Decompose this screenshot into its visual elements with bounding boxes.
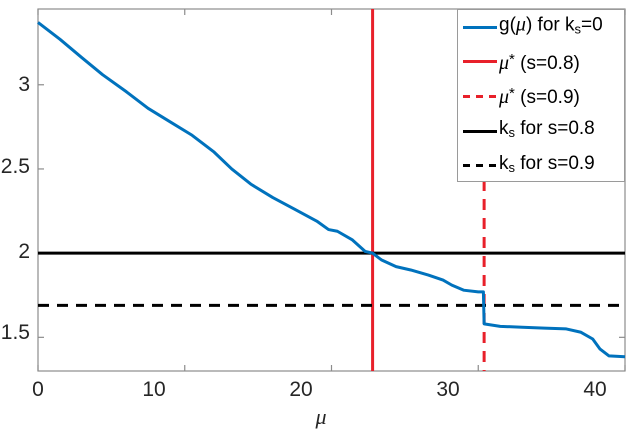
legend-entry-mu-star-09[interactable]: μ* (s=0.9) (458, 79, 626, 114)
xtick-label-10: 10 (142, 378, 166, 401)
xtick-label-30: 30 (436, 378, 460, 401)
legend-entry-ks-08[interactable]: ks for s=0.8 (458, 114, 626, 149)
legend-entry-g-mu[interactable]: g(μ) for ks=0 (458, 10, 626, 45)
ytick-label-3: 3 (18, 73, 30, 96)
xtick-label-20: 20 (289, 378, 313, 401)
xaxis-title: μ (315, 404, 327, 429)
legend-label-g-mu: g(μ) for ks=0 (499, 13, 603, 37)
xtick-label-40: 40 (583, 378, 607, 401)
legend-label-ks-08: ks for s=0.8 (499, 118, 595, 141)
legend-label-ks-09: ks for s=0.9 (499, 152, 595, 175)
ytick-label-2.5: 2.5 (0, 155, 30, 178)
data-series-g-mu (37, 21, 626, 359)
ytick-label-2: 2 (18, 240, 30, 263)
legend-label-mu-star-09: μ* (s=0.9) (499, 85, 580, 109)
ytick-label-1.5: 1.5 (0, 321, 30, 344)
legend-entry-ks-09[interactable]: ks for s=0.9 (458, 148, 626, 183)
legend-entry-mu-star-08[interactable]: μ* (s=0.8) (458, 45, 626, 80)
legend[interactable]: g(μ) for ks=0 μ* (s=0.8) μ* (s=0.9) ks f… (457, 9, 625, 182)
legend-label-mu-star-08: μ* (s=0.8) (499, 50, 580, 74)
axes-frame (37, 8, 626, 372)
xtick-label-0: 0 (32, 378, 44, 401)
